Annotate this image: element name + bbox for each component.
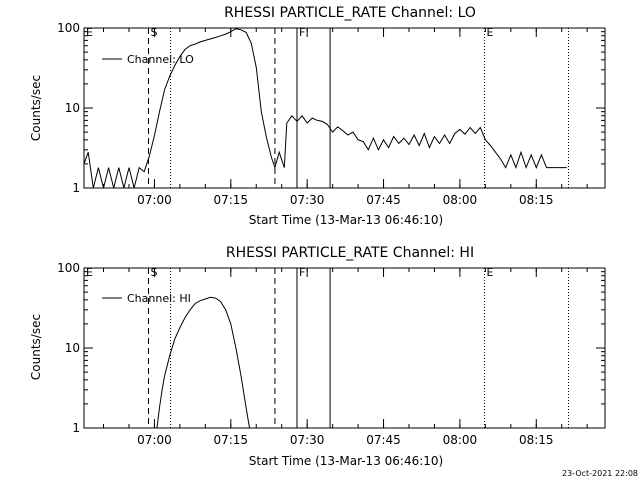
x-tick-label: 08:15 — [519, 193, 554, 207]
x-tick-label: 07:15 — [213, 193, 248, 207]
y-tick-label: 1 — [72, 421, 80, 435]
x-tick-label: 08:15 — [519, 433, 554, 447]
legend-label-hi: Channel: HI — [127, 292, 191, 305]
x-tick-label: 07:45 — [366, 433, 401, 447]
x-tick-label: 08:00 — [443, 433, 478, 447]
series-line-hi — [156, 296, 250, 429]
x-axis-label-hi: Start Time (13-Mar-13 06:46:10) — [249, 454, 443, 468]
x-tick-label: 07:00 — [137, 193, 172, 207]
y-tick-label: 1 — [72, 181, 80, 195]
event-marker-label: F — [299, 266, 305, 279]
x-axis-label-lo: Start Time (13-Mar-13 06:46:10) — [249, 213, 443, 227]
panel-lo: RHESSI PARTICLE_RATE Channel: LO Counts/… — [29, 5, 606, 227]
x-tick-label: 07:30 — [290, 193, 325, 207]
y-tick-label: 100 — [57, 21, 80, 35]
footer-timestamp: 23-Oct-2021 22:08 — [562, 469, 638, 478]
event-marker-label: E — [86, 266, 93, 279]
x-ticks-lo: 07:00 07:15 07:30 07:45 08:00 08:15 — [103, 28, 588, 207]
event-marker-label: S — [150, 266, 157, 279]
legend-lo: Channel: LO — [102, 53, 194, 66]
series-lo — [83, 28, 567, 189]
event-marker-label: S — [150, 26, 157, 39]
chart-title-lo: RHESSI PARTICLE_RATE Channel: LO — [224, 5, 476, 21]
chart-title-hi: RHESSI PARTICLE_RATE Channel: HI — [226, 245, 474, 261]
y-axis-label-lo: Counts/sec — [29, 75, 43, 141]
x-tick-label: 07:45 — [366, 193, 401, 207]
x-tick-label: 07:30 — [290, 433, 325, 447]
y-axis-label-hi: Counts/sec — [29, 314, 43, 380]
y-tick-label: 100 — [57, 261, 80, 275]
event-marker-label: F — [299, 26, 305, 39]
x-tick-label: 08:00 — [443, 193, 478, 207]
event-marker-label: E — [487, 266, 494, 279]
event-marker-label: E — [86, 26, 93, 39]
y-tick-label: 10 — [65, 101, 80, 115]
legend-label-lo: Channel: LO — [127, 53, 194, 66]
event-marker-label: E — [487, 26, 494, 39]
y-tick-label: 10 — [65, 341, 80, 355]
y-ticks-lo: 1 10 100 — [57, 21, 605, 195]
y-ticks-hi: 1 10 100 — [57, 261, 605, 435]
series-hi — [156, 296, 250, 429]
series-line-lo — [83, 28, 567, 189]
x-tick-label: 07:00 — [137, 433, 172, 447]
panel-hi: RHESSI PARTICLE_RATE Channel: HI Counts/… — [29, 245, 606, 468]
x-ticks-hi: 07:00 07:15 07:30 07:45 08:00 08:15 — [103, 268, 588, 447]
x-tick-label: 07:15 — [213, 433, 248, 447]
legend-hi: Channel: HI — [102, 292, 191, 305]
